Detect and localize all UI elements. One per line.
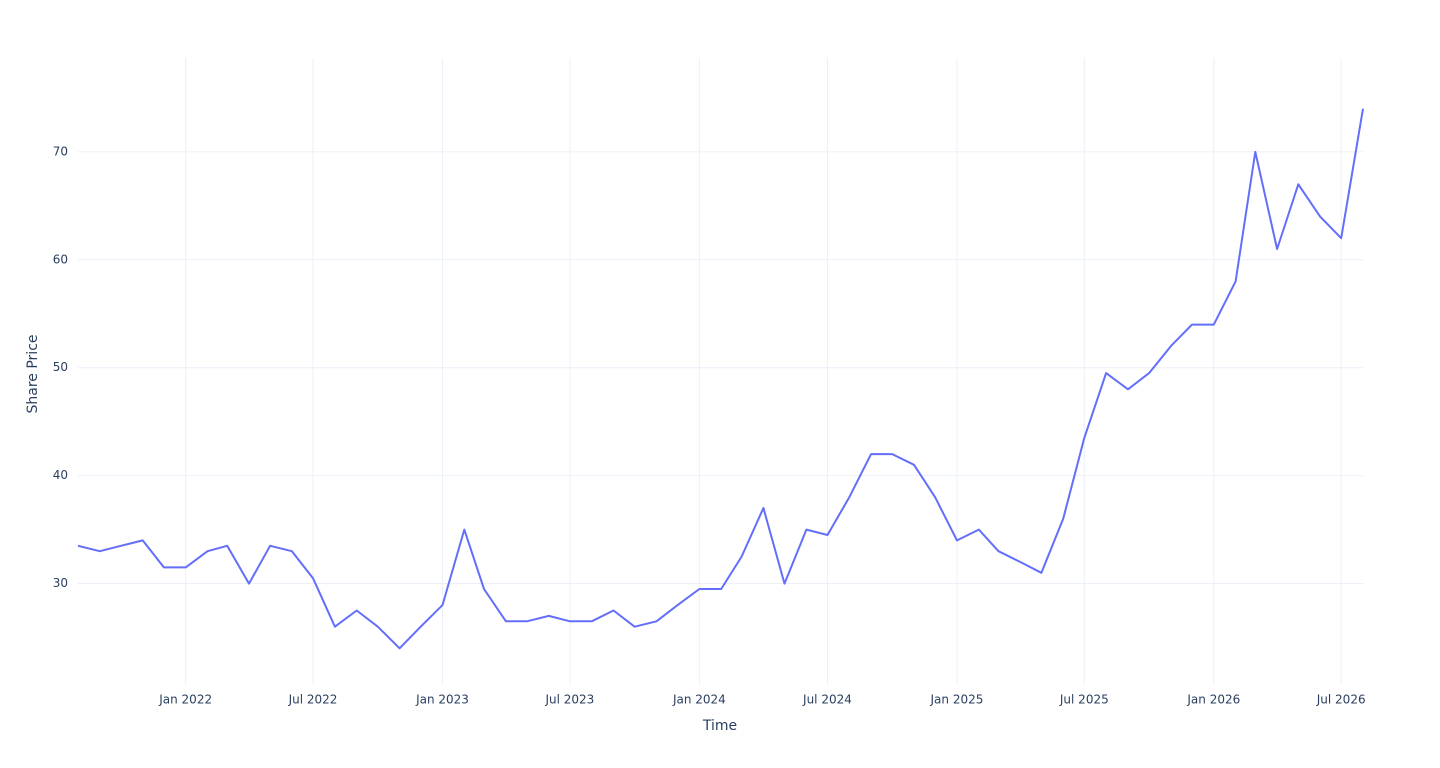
y-tick-label: 70 xyxy=(53,144,68,158)
x-tick-label: Jul 2025 xyxy=(1059,693,1109,707)
x-axis-title: Time xyxy=(702,718,737,734)
y-axis-title: Share Price xyxy=(25,334,41,413)
x-tick-label: Jan 2023 xyxy=(415,693,469,707)
y-tick-label: 30 xyxy=(53,576,68,590)
x-tick-label: Jul 2023 xyxy=(544,693,594,707)
y-tick-label: 50 xyxy=(53,360,68,374)
price-line xyxy=(77,108,1364,650)
x-tick-label: Jul 2026 xyxy=(1316,693,1366,707)
x-tick-label: Jul 2022 xyxy=(288,693,338,707)
x-tick-label: Jan 2026 xyxy=(1186,693,1240,707)
x-tick-label: Jul 2024 xyxy=(802,693,852,707)
x-tick-label: Jan 2022 xyxy=(158,693,212,707)
y-tick-label: 40 xyxy=(53,468,68,482)
y-tick-label: 60 xyxy=(53,252,68,266)
x-tick-label: Jan 2025 xyxy=(930,693,984,707)
x-tick-label: Jan 2024 xyxy=(672,693,726,707)
